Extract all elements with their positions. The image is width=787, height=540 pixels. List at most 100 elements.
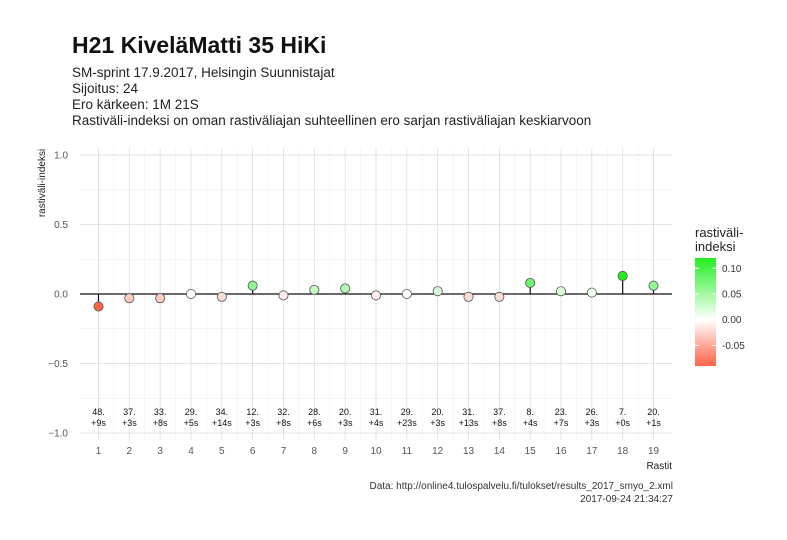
- data-point: [586, 287, 597, 298]
- data-point: [185, 288, 196, 299]
- y-tick-label: 0.0: [54, 290, 68, 301]
- rank-label: 31.: [370, 407, 383, 417]
- rank-label: 48.: [92, 407, 105, 417]
- legend-colorbar: [695, 258, 716, 366]
- data-point: [525, 277, 536, 288]
- diff-label: +14s: [212, 418, 232, 428]
- diff-label: +8s: [276, 418, 291, 428]
- x-tick-label: 19: [648, 446, 660, 457]
- x-tick-label: 18: [617, 446, 629, 457]
- axes: −1.0−0.50.00.51.01 2 3 4 5 6 7 8 9 10 11 12 13 14 15 16…: [48, 150, 672, 457]
- diff-label: +7s: [554, 418, 569, 428]
- subtitle-placement: Sijoitus: 24: [72, 81, 139, 96]
- x-tick-label: 4: [188, 446, 194, 457]
- x-tick-label: 9: [342, 446, 348, 457]
- rank-label: 37.: [123, 407, 136, 417]
- data-point: [155, 293, 166, 304]
- legend-tick-label: 0.00: [722, 315, 742, 326]
- data-point: [340, 283, 351, 294]
- subtitle-gap: Ero kärkeen: 1M 21S: [72, 97, 199, 112]
- x-tick-label: 5: [219, 446, 225, 457]
- diff-label: +23s: [397, 418, 417, 428]
- y-tick-label: −1.0: [48, 429, 68, 440]
- x-tick-label: 16: [555, 446, 567, 457]
- subtitle-event: SM-sprint 17.9.2017, Helsingin Suunnista…: [72, 65, 335, 80]
- data-point: [124, 293, 135, 304]
- data-point: [401, 288, 412, 299]
- x-tick-label: 1: [96, 446, 102, 457]
- diff-label: +3s: [245, 418, 260, 428]
- data-point: [617, 270, 628, 281]
- chart-title: H21 KiveläMatti 35 HiKi: [72, 32, 327, 58]
- data-point: [648, 280, 659, 291]
- data-point: [494, 291, 505, 302]
- diff-label: +0s: [615, 418, 630, 428]
- data-point: [370, 290, 381, 301]
- diff-label: +8s: [153, 418, 168, 428]
- x-tick-label: 7: [281, 446, 287, 457]
- rank-label: 32.: [277, 407, 290, 417]
- x-tick-label: 11: [402, 446, 413, 457]
- diff-label: +5s: [184, 418, 199, 428]
- rank-label: 8.: [526, 407, 534, 417]
- caption-source: Data: http://online4.tulospalvelu.fi/tul…: [369, 481, 673, 492]
- x-tick-label: 2: [127, 446, 133, 457]
- diff-label: +6s: [307, 418, 322, 428]
- x-tick-label: 12: [432, 446, 444, 457]
- rank-label: 7.: [619, 407, 627, 417]
- grid-lines: [80, 148, 672, 440]
- subtitle-description: Rastiväli-indeksi on oman rastiväliajan …: [72, 113, 592, 128]
- x-tick-label: 17: [586, 446, 598, 457]
- data-point: [463, 291, 474, 302]
- data-point: [216, 291, 227, 302]
- y-axis-label: rastiväli-indeksi: [37, 149, 48, 217]
- y-tick-label: −0.5: [48, 359, 68, 370]
- legend-title-line2: indeksi: [695, 239, 736, 254]
- diff-label: +3s: [338, 418, 353, 428]
- rank-label: 26.: [586, 407, 599, 417]
- data-point: [247, 280, 258, 291]
- x-tick-label: 8: [312, 446, 318, 457]
- rank-label: 20.: [431, 407, 444, 417]
- rank-label: 37.: [493, 407, 506, 417]
- data-point: [278, 290, 289, 301]
- x-tick-label: 14: [494, 446, 506, 457]
- legend-tick-label: 0.05: [722, 290, 742, 301]
- data-point: [556, 286, 567, 297]
- color-legend: rastiväli- indeksi 0.10 0.05 0.00 -0.05: [695, 225, 745, 366]
- rank-label: 20.: [339, 407, 352, 417]
- rank-label: 29.: [401, 407, 414, 417]
- data-point: [93, 301, 104, 312]
- y-tick-label: 0.5: [54, 220, 68, 231]
- rank-label: 34.: [216, 407, 229, 417]
- legend-tick-label: -0.05: [722, 341, 745, 352]
- rank-label: 23.: [555, 407, 568, 417]
- diff-label: +9s: [91, 418, 106, 428]
- diff-label: +3s: [584, 418, 599, 428]
- rank-label: 29.: [185, 407, 198, 417]
- y-tick-label: 1.0: [54, 150, 68, 161]
- data-point: [309, 284, 320, 295]
- diff-label: +4s: [523, 418, 538, 428]
- rank-label: 33.: [154, 407, 167, 417]
- x-tick-label: 10: [370, 446, 382, 457]
- rank-label: 28.: [308, 407, 321, 417]
- diff-label: +4s: [369, 418, 384, 428]
- rank-label: 12.: [246, 407, 259, 417]
- x-tick-label: 13: [463, 446, 475, 457]
- legend-tick-label: 0.10: [722, 264, 742, 275]
- diff-label: +1s: [646, 418, 661, 428]
- rank-label: 31.: [462, 407, 475, 417]
- diff-label: +3s: [430, 418, 445, 428]
- control-labels: 48.+9s37.+3s33.+8s29.+5s34.+14s12.+3s32.…: [91, 407, 661, 428]
- x-tick-label: 6: [250, 446, 256, 457]
- caption-timestamp: 2017-09-24 21:34:27: [580, 494, 673, 505]
- diff-label: +8s: [492, 418, 507, 428]
- x-axis-label: Rastit: [646, 461, 672, 472]
- data-point: [432, 286, 443, 297]
- diff-label: +3s: [122, 418, 137, 428]
- rank-label: 20.: [647, 407, 660, 417]
- x-tick-label: 15: [525, 446, 537, 457]
- x-tick-label: 3: [157, 446, 163, 457]
